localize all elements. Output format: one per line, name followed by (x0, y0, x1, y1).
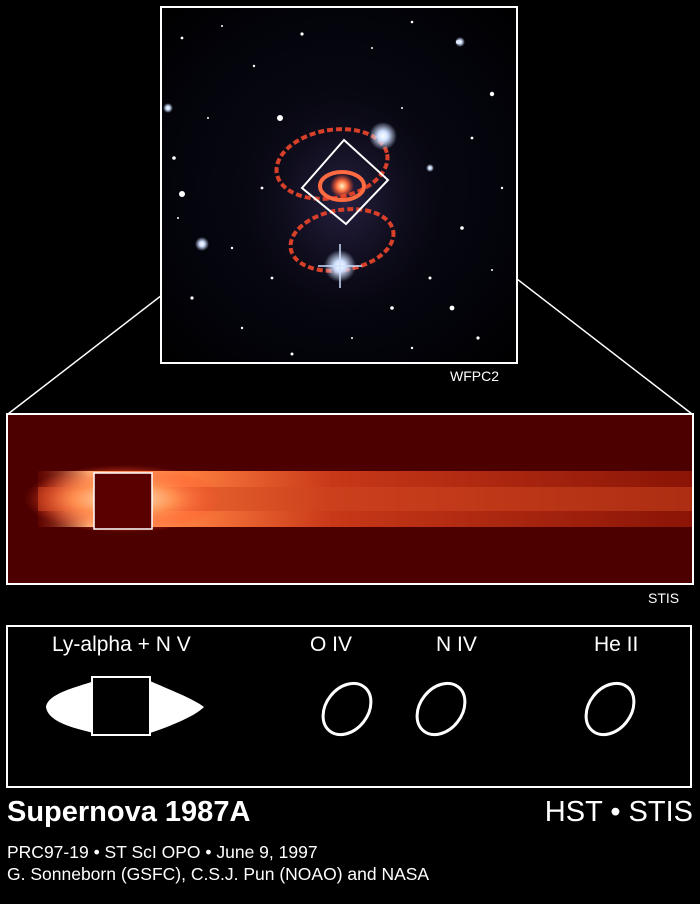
wfpc2-image (160, 6, 518, 364)
diagram-shapes (46, 676, 636, 737)
occulting-mask (93, 472, 153, 530)
inner-ring (318, 170, 366, 202)
credit-line-1: PRC97-19 • ST ScI OPO • June 9, 1997 (7, 842, 318, 862)
label-n-iv: N IV (436, 633, 477, 656)
instrument-label: HST • STIS (544, 796, 693, 828)
sn1987a-image (163, 20, 504, 356)
label-o-iv: O IV (310, 633, 353, 656)
n-iv-ring (415, 681, 467, 737)
stis-label: STIS (648, 590, 680, 606)
stis-spectrum-image (6, 413, 694, 585)
credit-line-2: G. Sonneborn (GSFC), C.S.J. Pun (NOAO) a… (7, 864, 430, 884)
wfpc2-label: WFPC2 (450, 368, 499, 384)
label-he-ii: He II (594, 633, 639, 656)
label-lyalpha-nv: Ly-alpha + N V (52, 633, 191, 656)
emission-line-diagram: Ly-alpha + N V O IV N IV He II (6, 625, 692, 788)
bright-star-north (369, 122, 397, 150)
page-title: Supernova 1987A (7, 796, 251, 828)
zoom-region-box (300, 138, 390, 226)
lyalpha-mask-box (91, 676, 151, 736)
he-ii-ring (584, 681, 636, 737)
o-iv-ring (321, 681, 373, 737)
north-outer-ring (274, 127, 390, 201)
